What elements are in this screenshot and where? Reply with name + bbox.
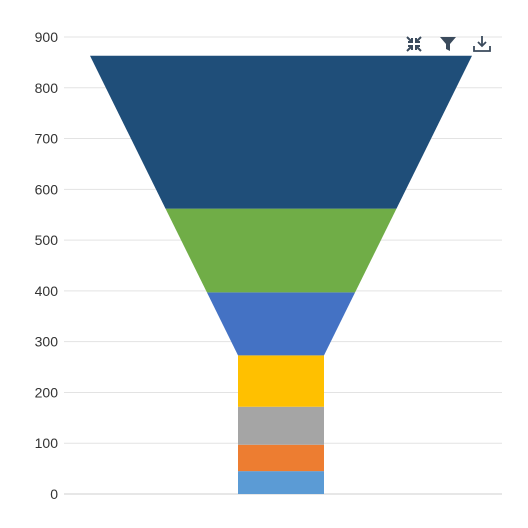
- funnel-segment-1[interactable]: [238, 444, 324, 472]
- y-tick-label: 400: [35, 283, 59, 299]
- filter-button[interactable]: [438, 34, 458, 54]
- focus-mode-icon: [406, 36, 422, 52]
- export-button[interactable]: [472, 34, 492, 54]
- y-tick-label: 300: [35, 334, 59, 350]
- funnel-segments: [90, 55, 472, 494]
- y-tick-label: 100: [35, 435, 59, 451]
- y-tick-label: 0: [50, 486, 58, 502]
- funnel-segment-2[interactable]: [238, 406, 324, 445]
- funnel-segment-0[interactable]: [238, 471, 324, 494]
- y-tick-label: 800: [35, 80, 59, 96]
- funnel-segment-4[interactable]: [206, 292, 356, 356]
- y-tick-label: 600: [35, 181, 59, 197]
- funnel-segment-3[interactable]: [238, 355, 324, 407]
- focus-mode-button[interactable]: [404, 34, 424, 54]
- visual-header-toolbar: [404, 34, 492, 54]
- y-tick-label: 200: [35, 384, 59, 400]
- funnel-segment-6[interactable]: [90, 55, 472, 209]
- y-tick-label: 700: [35, 131, 59, 147]
- funnel-segment-5[interactable]: [165, 208, 397, 293]
- y-tick-label: 500: [35, 232, 59, 248]
- y-axis-ticks: 0 100 200 300 400 500 600 700 800 900: [35, 29, 59, 502]
- export-icon: [473, 36, 491, 52]
- filter-icon: [440, 37, 456, 51]
- y-tick-label: 900: [35, 29, 59, 45]
